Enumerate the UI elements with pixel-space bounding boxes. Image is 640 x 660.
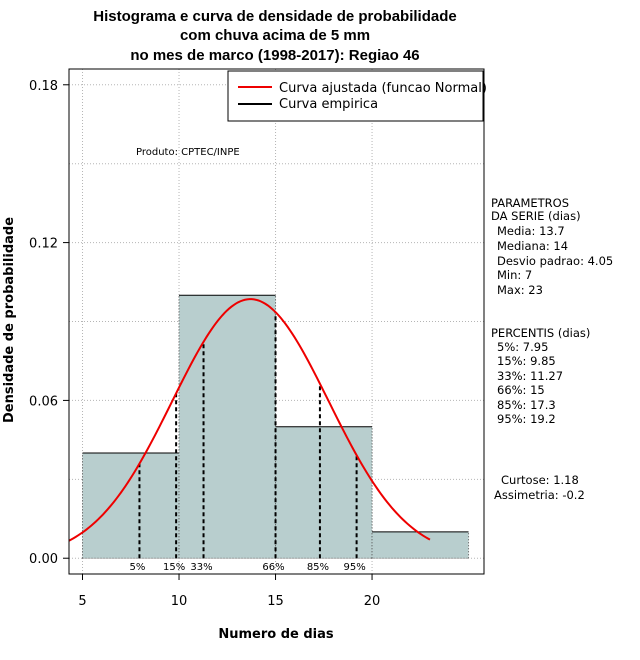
param-desvio: Desvio padrao: 4.05 — [497, 254, 613, 268]
legend-box — [227, 70, 484, 122]
y-axis-label: Densidade de probabilidade — [2, 217, 17, 423]
params-title-1: PARAMETROS — [491, 196, 569, 210]
product-annotation: Produto: CPTEC/INPE — [136, 147, 240, 158]
percentile-label-66: 66% — [262, 562, 284, 573]
normal-density-curve — [68, 298, 431, 542]
histogram-bar-2 — [179, 295, 276, 559]
legend: Curva ajustada (funcao Normal) Curva emp… — [227, 70, 487, 122]
percentil-15: 15%: 9.85 — [497, 354, 556, 368]
x-tick-label-10: 10 — [171, 594, 188, 609]
param-max: Max: 23 — [497, 283, 543, 297]
percentil-95: 95%: 19.2 — [497, 412, 556, 426]
percentil-66: 66%: 15 — [497, 383, 545, 397]
percentile-label-5: 5% — [130, 562, 146, 573]
statistics-panel: PARAMETROS DA SERIE (dias) Media: 13.7 M… — [491, 196, 613, 502]
y-tick-label-3: 0.18 — [29, 79, 58, 94]
plot-frame — [68, 68, 485, 575]
histogram-bar-4 — [372, 531, 469, 559]
legend-label-empirical: Curva empirica — [279, 97, 378, 112]
percentil-33: 33%: 11.27 — [497, 369, 563, 383]
x-tick-label-5: 5 — [78, 594, 86, 609]
y-tick-label-2: 0.12 — [29, 237, 58, 252]
histogram-bar-1 — [82, 453, 180, 559]
x-tick-label-20: 20 — [364, 594, 381, 609]
chart-title-line-1: Histograma e curva de densidade de proba… — [93, 8, 456, 25]
param-media: Media: 13.7 — [497, 224, 565, 238]
param-min: Min: 7 — [497, 268, 532, 282]
legend-label-normal: Curva ajustada (funcao Normal) — [279, 81, 487, 96]
chart-title-line-3: no mes de marco (1998-2017): Regiao 46 — [130, 47, 419, 64]
percentile-label-33: 33% — [190, 562, 212, 573]
percentile-layer: 5% 15% 33% 66% 85% 95% — [130, 312, 366, 573]
percentis-title: PERCENTIS (dias) — [491, 326, 590, 340]
assimetria: Assimetria: -0.2 — [494, 488, 585, 502]
bars-layer — [82, 294, 470, 559]
y-tick-label-1: 0.06 — [29, 394, 58, 409]
curtose: Curtose: 1.18 — [501, 473, 579, 487]
percentile-label-95: 95% — [343, 562, 365, 573]
x-tick-label-15: 15 — [267, 594, 284, 609]
percentile-label-85: 85% — [307, 562, 329, 573]
x-axis-label: Numero de dias — [218, 627, 334, 642]
y-tick-label-0: 0.00 — [29, 552, 58, 567]
chart-title-line-2: com chuva acima de 5 mm — [180, 27, 370, 44]
params-title-2: DA SERIE (dias) — [491, 209, 581, 223]
percentile-label-15: 15% — [163, 562, 185, 573]
axis-layer: 5 10 15 20 0.00 0.06 0.12 0.18 — [29, 79, 380, 609]
percentil-5: 5%: 7.95 — [497, 340, 548, 354]
curve-layer — [68, 298, 431, 542]
param-mediana: Mediana: 14 — [497, 239, 568, 253]
percentil-85: 85%: 17.3 — [497, 398, 556, 412]
